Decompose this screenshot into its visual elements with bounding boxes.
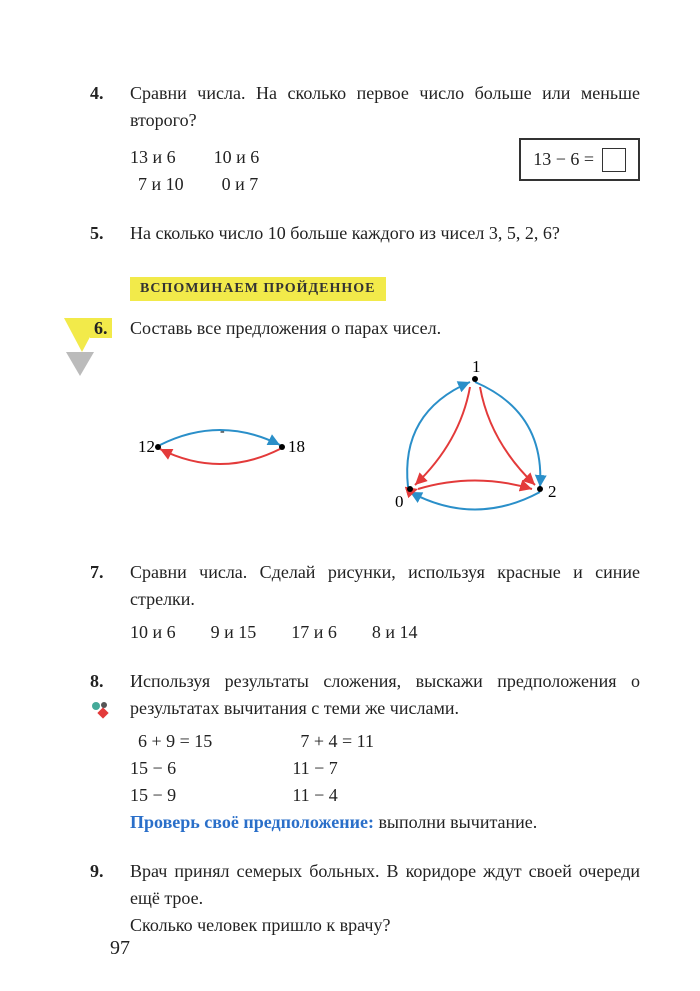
node-label: 18 — [288, 437, 305, 456]
task-number: 5. — [90, 220, 130, 247]
task-5: 5. На сколько число 10 больше каждого из… — [90, 220, 640, 247]
diagram-three-nodes: 1 0 2 — [370, 357, 580, 527]
check-tail: выполни вычи­тание. — [374, 812, 537, 832]
task-body: Используя результаты сложения, выскажи п… — [130, 668, 640, 836]
section-header: ВСПОМИНАЕМ ПРОЙДЕННОЕ — [130, 277, 386, 301]
page-number: 97 — [110, 937, 130, 960]
task-number: 6. — [90, 315, 130, 537]
task-text: Сравни числа. На сколько первое число бо… — [130, 80, 640, 134]
equation: 7 + 4 = 11 — [292, 728, 374, 755]
task-number-highlighted: 6. — [90, 318, 112, 338]
node-label: 12 — [138, 437, 155, 456]
task-line: Сколько человек пришло к врачу? — [130, 912, 640, 939]
equation: 6 + 9 = 15 — [130, 728, 212, 755]
task-body: Врач принял семерых больных. В коридоре … — [130, 858, 640, 939]
equation-box: 13 − 6 = — [519, 138, 640, 181]
check-prefix: Проверь своё предположение: — [130, 812, 374, 832]
task-text: Составь все предложения о парах чисел. — [130, 315, 640, 342]
number-columns: 13 и 6 7 и 10 10 и 6 0 и 7 — [130, 144, 259, 198]
node-label: 1 — [472, 357, 481, 376]
task-body: Сравни числа. Сделай рисунки, используя … — [130, 559, 640, 646]
task-body: Сравни числа. На сколько первое число бо… — [130, 80, 640, 198]
equation-text: 13 − 6 = — [533, 146, 594, 173]
task-4: 4. Сравни числа. На сколько первое число… — [90, 80, 640, 198]
task-7: 7. Сравни числа. Сделай рисунки, использ… — [90, 559, 640, 646]
task-6: 6. Составь все предложения о парах чисел… — [90, 315, 640, 537]
pair: 8 и 14 — [372, 619, 418, 646]
page-content: 4. Сравни числа. На сколько первое число… — [0, 0, 700, 991]
equation: 15 − 9 — [130, 782, 212, 809]
task-text: Сравни числа. Сделай рисунки, используя … — [130, 559, 640, 613]
node-label: 2 — [548, 482, 557, 501]
pair: 10 и 6 — [214, 144, 260, 171]
colored-shapes-icon — [90, 700, 110, 720]
task-text: На сколько число 10 больше каждого из чи… — [130, 220, 640, 247]
answer-blank[interactable] — [602, 148, 626, 172]
task-8: 8. Используя результаты сложения, выскаж… — [90, 668, 640, 836]
task-line: Врач принял семерых больных. В коридоре … — [130, 858, 640, 912]
task-number: 7. — [90, 559, 130, 646]
check-line: Проверь своё предположение: выполни вычи… — [130, 809, 640, 836]
diagrams-row: 12 18 - — [130, 357, 640, 527]
task-text: Используя результаты сложения, выскажи п… — [130, 668, 640, 722]
equation: 11 − 7 — [292, 755, 374, 782]
pairs-row: 10 и 6 9 и 15 17 и 6 8 и 14 — [130, 619, 640, 646]
pair: 0 и 7 — [214, 171, 260, 198]
task-9: 9. Врач принял семерых больных. В коридо… — [90, 858, 640, 939]
svg-text:-: - — [220, 424, 225, 439]
pair: 13 и 6 — [130, 144, 184, 171]
pair: 17 и 6 — [291, 619, 337, 646]
task-number-text: 8. — [90, 671, 104, 691]
diagram-two-nodes: 12 18 - — [130, 397, 310, 487]
task-number: 8. — [90, 668, 130, 836]
equations: 6 + 9 = 15 15 − 6 15 − 9 7 + 4 = 11 11 −… — [130, 728, 640, 809]
task-number: 4. — [90, 80, 130, 198]
task-body: Составь все предложения о парах чисел. — [130, 315, 640, 537]
pair: 7 и 10 — [130, 171, 184, 198]
pair: 10 и 6 — [130, 619, 176, 646]
equation: 11 − 4 — [292, 782, 374, 809]
node-label: 0 — [395, 492, 404, 511]
equation: 15 − 6 — [130, 755, 212, 782]
pair: 9 и 15 — [211, 619, 257, 646]
task-number: 9. — [90, 858, 130, 939]
